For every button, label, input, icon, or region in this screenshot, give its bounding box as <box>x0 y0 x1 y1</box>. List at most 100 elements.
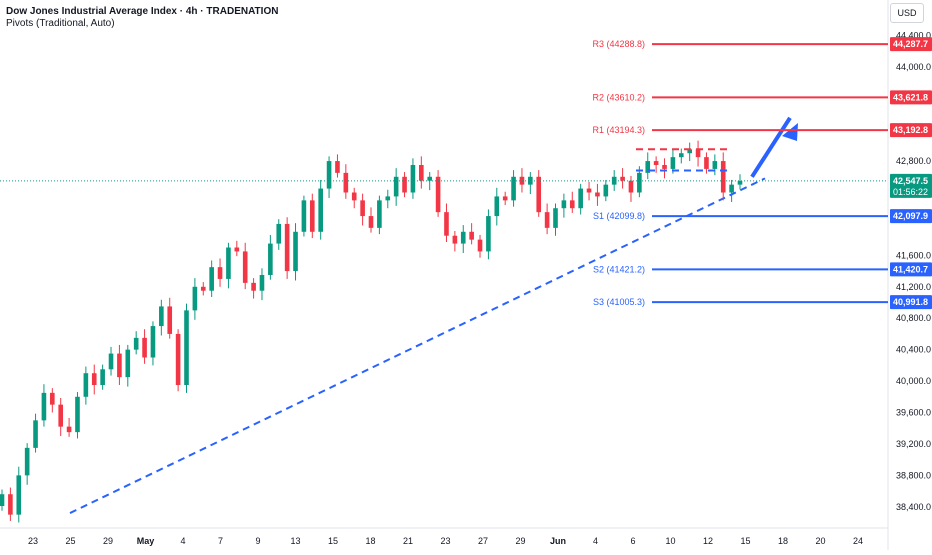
x-tick-label: 29 <box>103 536 113 546</box>
candle <box>150 326 156 358</box>
candle <box>628 180 634 193</box>
candle <box>58 404 64 427</box>
candle <box>100 369 105 385</box>
candle <box>209 267 214 291</box>
candle <box>393 176 399 197</box>
candle <box>620 176 625 181</box>
candle <box>117 353 122 378</box>
candle <box>360 200 365 217</box>
candle <box>419 165 424 181</box>
candle <box>695 149 701 158</box>
currency-selector[interactable]: USD <box>890 3 924 23</box>
candle <box>50 392 55 405</box>
pivot-price-tag <box>890 295 932 310</box>
pivot-label: R3 (44288.8) <box>592 39 645 49</box>
candle <box>75 396 80 433</box>
x-tick-label: 24 <box>853 536 863 546</box>
pivot-label: S1 (42099.8) <box>593 211 645 221</box>
pivot-price-tag-text: 40,991.8 <box>893 297 928 307</box>
candle <box>553 208 558 228</box>
candle <box>175 333 181 385</box>
y-tick-label: 44,000.0 <box>896 62 931 72</box>
x-tick-label: 6 <box>630 536 635 546</box>
candle <box>351 192 357 201</box>
y-tick-label: 42,800.0 <box>896 156 931 166</box>
y-tick-label: 38,800.0 <box>896 470 931 480</box>
candle <box>91 373 97 385</box>
candle <box>494 196 500 217</box>
candle <box>536 176 542 213</box>
pivot-price-tag <box>890 209 932 224</box>
candle <box>595 192 600 197</box>
candle <box>217 267 223 279</box>
candle <box>192 286 198 311</box>
candle <box>410 165 416 193</box>
candle <box>24 447 30 476</box>
candle <box>268 243 273 275</box>
candle <box>578 188 583 209</box>
y-tick-label: 40,800.0 <box>896 313 931 323</box>
candle <box>8 494 13 515</box>
candle <box>427 176 433 181</box>
pivot-label: S3 (41005.3) <box>593 297 645 307</box>
y-tick-label: 40,000.0 <box>896 376 931 386</box>
candle <box>603 184 609 197</box>
candle <box>444 212 449 236</box>
candle <box>637 172 642 193</box>
candle <box>511 176 516 201</box>
candle <box>259 275 265 291</box>
x-tick-label: 7 <box>218 536 223 546</box>
candle <box>544 212 550 228</box>
candle <box>234 247 240 252</box>
candle <box>167 306 173 334</box>
candle <box>200 286 206 291</box>
candle <box>184 310 189 385</box>
candle <box>687 149 692 154</box>
x-tick-label: 15 <box>328 536 338 546</box>
y-tick-label: 41,200.0 <box>896 282 931 292</box>
x-tick-label: 23 <box>440 536 450 546</box>
x-tick-label: 23 <box>28 536 38 546</box>
y-tick-label: 39,200.0 <box>896 439 931 449</box>
x-tick-label: 20 <box>815 536 825 546</box>
x-tick-label: 10 <box>665 536 675 546</box>
candle <box>368 216 374 228</box>
pivot-price-tag-text: 43,621.8 <box>893 92 928 102</box>
current-price-text: 42,547.5 <box>893 176 928 186</box>
candle <box>712 161 718 169</box>
candle <box>125 349 131 378</box>
candle <box>385 196 391 201</box>
pivot-price-tag-text: 43,192.8 <box>893 125 928 135</box>
current-price-tag <box>890 173 932 198</box>
candle <box>678 153 684 158</box>
candle <box>83 373 89 397</box>
y-tick-label: 39,600.0 <box>896 408 931 418</box>
candle <box>309 200 315 232</box>
y-tick-label: 44,400.0 <box>896 30 931 40</box>
candle <box>0 494 5 506</box>
candle <box>293 231 298 272</box>
x-tick-label: 27 <box>478 536 488 546</box>
candle <box>645 161 651 173</box>
candle <box>326 161 332 189</box>
candle <box>33 420 38 448</box>
candle <box>402 176 407 193</box>
pivot-label: R2 (43610.2) <box>592 92 645 102</box>
x-tick-label: 12 <box>703 536 713 546</box>
chart-title: Dow Jones Industrial Average Index · 4h … <box>6 6 279 17</box>
candle <box>142 337 147 358</box>
x-tick-label: 29 <box>515 536 525 546</box>
candle <box>335 161 340 173</box>
candle <box>276 223 282 244</box>
y-tick-label: 38,400.0 <box>896 502 931 512</box>
candle <box>611 176 617 185</box>
candle <box>653 161 659 165</box>
candle <box>318 188 323 232</box>
pivot-label: R1 (43194.3) <box>592 125 645 135</box>
candle <box>569 200 575 209</box>
candle <box>301 200 307 232</box>
candle <box>242 251 248 283</box>
x-tick-label: 4 <box>180 536 185 546</box>
candle <box>226 247 231 279</box>
